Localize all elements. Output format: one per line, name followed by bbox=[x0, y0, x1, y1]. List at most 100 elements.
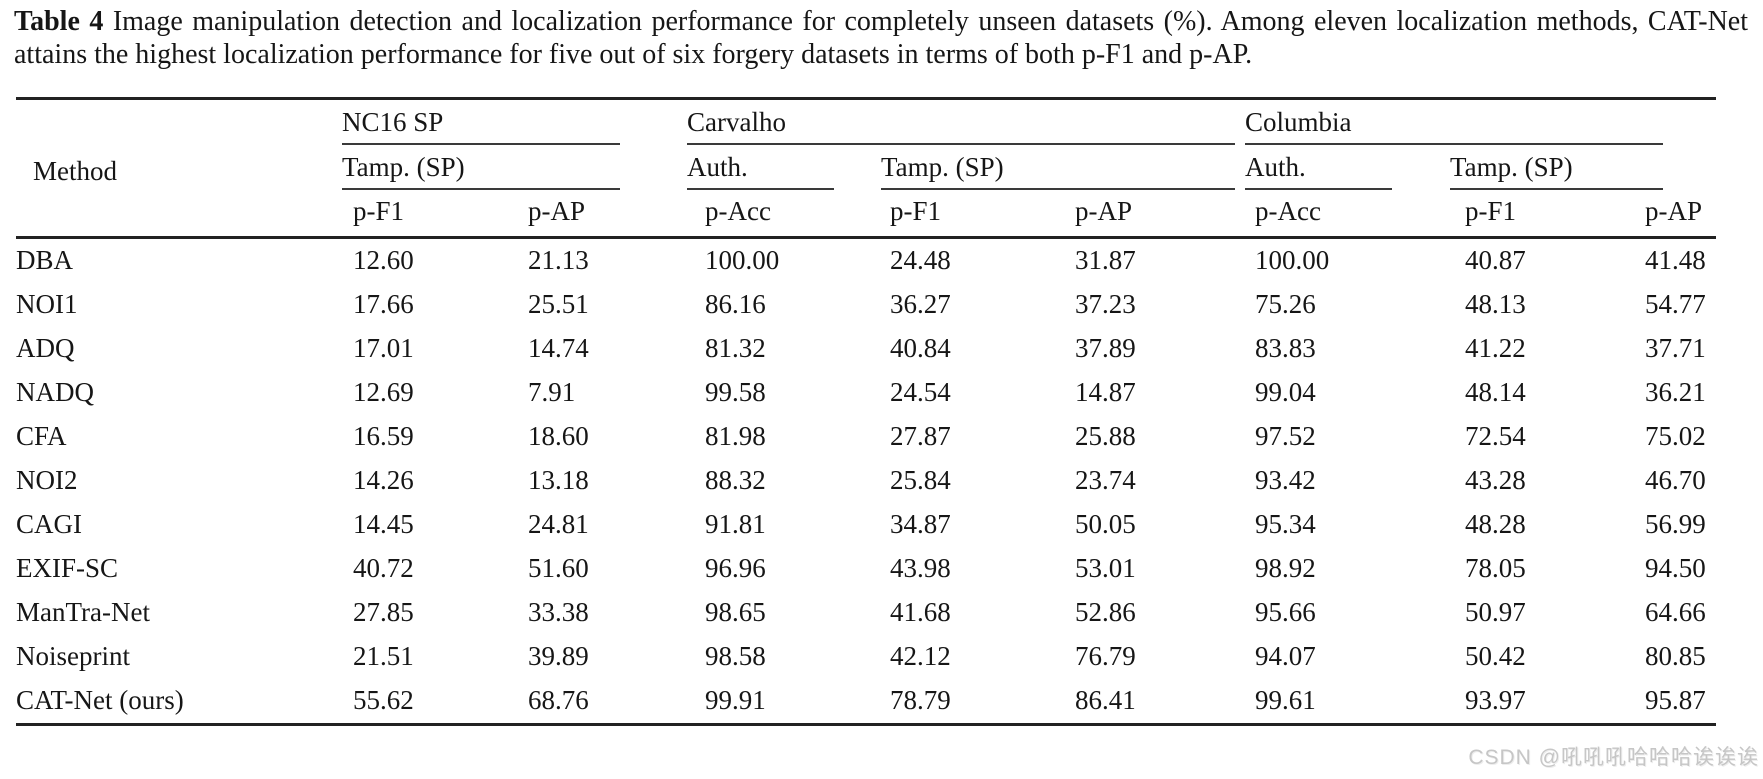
value-cell: 40.72 bbox=[353, 553, 414, 583]
table-caption: Table 4 Image manipulation detection and… bbox=[14, 6, 1748, 72]
method-cell: CAGI bbox=[16, 509, 82, 539]
value-cell: 81.98 bbox=[705, 421, 766, 451]
subgroup-header-row: Tamp. (SP) Auth. Tamp. (SP) Auth. Tamp. … bbox=[16, 145, 1716, 190]
table-row: DBA 12.60 21.13 100.00 24.48 31.87 100.0… bbox=[16, 237, 1716, 283]
value-cell: 40.84 bbox=[890, 333, 951, 363]
value-cell: 50.42 bbox=[1465, 641, 1526, 671]
value-cell: 12.60 bbox=[353, 245, 414, 275]
value-cell: 21.51 bbox=[353, 641, 414, 671]
value-cell: 48.13 bbox=[1465, 289, 1526, 319]
metric-header: p-AP bbox=[528, 189, 706, 239]
method-cell: NOI1 bbox=[16, 289, 78, 319]
method-cell: NADQ bbox=[16, 377, 94, 407]
group-header-columbia: Columbia bbox=[1245, 98, 1716, 145]
method-column-header: Method bbox=[16, 98, 353, 239]
value-cell: 88.32 bbox=[705, 465, 766, 495]
value-cell: 53.01 bbox=[1075, 553, 1136, 583]
value-cell: 39.89 bbox=[528, 641, 589, 671]
value-cell: 41.48 bbox=[1645, 245, 1706, 275]
value-cell: 95.87 bbox=[1645, 678, 1717, 726]
value-cell: 46.70 bbox=[1645, 465, 1706, 495]
value-cell: 14.45 bbox=[353, 509, 414, 539]
value-cell: 99.04 bbox=[1255, 377, 1316, 407]
value-cell: 76.79 bbox=[1075, 641, 1136, 671]
value-cell: 43.98 bbox=[890, 553, 951, 583]
table-row: NOI1 17.66 25.51 86.16 36.27 37.23 75.26… bbox=[16, 283, 1716, 327]
value-cell: 12.69 bbox=[353, 377, 414, 407]
value-cell: 42.12 bbox=[890, 641, 951, 671]
value-cell: 23.74 bbox=[1075, 465, 1136, 495]
table-row: ManTra-Net 27.85 33.38 98.65 41.68 52.86… bbox=[16, 591, 1716, 635]
value-cell: 25.88 bbox=[1075, 421, 1136, 451]
table-row: EXIF-SC 40.72 51.60 96.96 43.98 53.01 98… bbox=[16, 547, 1716, 591]
value-cell: 99.58 bbox=[705, 377, 766, 407]
subheader-nc16-tamp: Tamp. (SP) bbox=[342, 145, 705, 190]
metric-header: p-AP bbox=[1645, 189, 1717, 239]
value-cell: 99.61 bbox=[1255, 678, 1466, 726]
metric-header: p-Acc bbox=[705, 189, 891, 239]
value-cell: 14.87 bbox=[1075, 377, 1136, 407]
value-cell: 78.05 bbox=[1465, 553, 1526, 583]
value-cell: 97.52 bbox=[1255, 421, 1316, 451]
method-cell: CFA bbox=[16, 421, 67, 451]
value-cell: 56.99 bbox=[1645, 509, 1706, 539]
method-cell: CAT-Net (ours) bbox=[16, 678, 353, 726]
value-cell: 75.26 bbox=[1255, 289, 1316, 319]
table-row: NOI2 14.26 13.18 88.32 25.84 23.74 93.42… bbox=[16, 459, 1716, 503]
value-cell: 14.74 bbox=[528, 333, 589, 363]
value-cell: 54.77 bbox=[1645, 289, 1706, 319]
value-cell: 100.00 bbox=[705, 245, 780, 275]
method-cell: NOI2 bbox=[16, 465, 78, 495]
value-cell: 86.16 bbox=[705, 289, 766, 319]
results-table: Method NC16 SP Carvalho Columbia Tamp. (… bbox=[16, 96, 1717, 726]
value-cell: 37.89 bbox=[1075, 333, 1136, 363]
table-row: CFA 16.59 18.60 81.98 27.87 25.88 97.52 … bbox=[16, 415, 1716, 459]
value-cell: 27.85 bbox=[353, 597, 414, 627]
value-cell: 68.76 bbox=[528, 678, 706, 726]
metric-header: p-F1 bbox=[890, 189, 1076, 239]
value-cell: 48.28 bbox=[1465, 509, 1526, 539]
metric-header: p-F1 bbox=[1465, 189, 1646, 239]
metric-header-row: p-F1 p-AP p-Acc p-F1 p-AP p-Acc p-F1 p-A… bbox=[16, 189, 1717, 239]
value-cell: 72.54 bbox=[1465, 421, 1526, 451]
subheader-columbia-auth: Auth. bbox=[1245, 145, 1465, 190]
value-cell: 83.83 bbox=[1255, 333, 1316, 363]
value-cell: 91.81 bbox=[705, 509, 766, 539]
subheader-columbia-tamp: Tamp. (SP) bbox=[1450, 145, 1716, 190]
value-cell: 94.50 bbox=[1645, 553, 1706, 583]
value-cell: 93.42 bbox=[1255, 465, 1316, 495]
value-cell: 24.54 bbox=[890, 377, 951, 407]
table-row: Noiseprint 21.51 39.89 98.58 42.12 76.79… bbox=[16, 635, 1716, 679]
value-cell: 7.91 bbox=[528, 377, 576, 407]
value-cell: 81.32 bbox=[705, 333, 766, 363]
value-cell: 40.87 bbox=[1465, 245, 1526, 275]
value-cell: 98.92 bbox=[1255, 553, 1316, 583]
value-cell: 34.87 bbox=[890, 509, 951, 539]
value-cell: 24.81 bbox=[528, 509, 589, 539]
value-cell: 95.34 bbox=[1255, 509, 1316, 539]
value-cell: 21.13 bbox=[528, 245, 589, 275]
value-cell: 98.58 bbox=[705, 641, 766, 671]
value-cell: 50.05 bbox=[1075, 509, 1136, 539]
value-cell: 75.02 bbox=[1645, 421, 1706, 451]
table-row: ADQ 17.01 14.74 81.32 40.84 37.89 83.83 … bbox=[16, 327, 1716, 371]
metric-header: p-Acc bbox=[1255, 189, 1466, 239]
value-cell: 93.97 bbox=[1465, 678, 1646, 726]
value-cell: 80.85 bbox=[1645, 641, 1706, 671]
group-header-row: Method NC16 SP Carvalho Columbia bbox=[16, 98, 1716, 239]
value-cell: 17.66 bbox=[353, 289, 414, 319]
value-cell: 98.65 bbox=[705, 597, 766, 627]
value-cell: 17.01 bbox=[353, 333, 414, 363]
value-cell: 96.96 bbox=[705, 553, 766, 583]
value-cell: 86.41 bbox=[1075, 678, 1256, 726]
value-cell: 18.60 bbox=[528, 421, 589, 451]
method-cell: DBA bbox=[16, 245, 74, 275]
value-cell: 33.38 bbox=[528, 597, 589, 627]
caption-text: Image manipulation detection and localiz… bbox=[14, 6, 1749, 70]
value-cell: 94.07 bbox=[1255, 641, 1316, 671]
value-cell: 25.84 bbox=[890, 465, 951, 495]
value-cell: 43.28 bbox=[1465, 465, 1526, 495]
value-cell: 51.60 bbox=[528, 553, 589, 583]
value-cell: 36.27 bbox=[890, 289, 951, 319]
value-cell: 55.62 bbox=[353, 678, 528, 726]
